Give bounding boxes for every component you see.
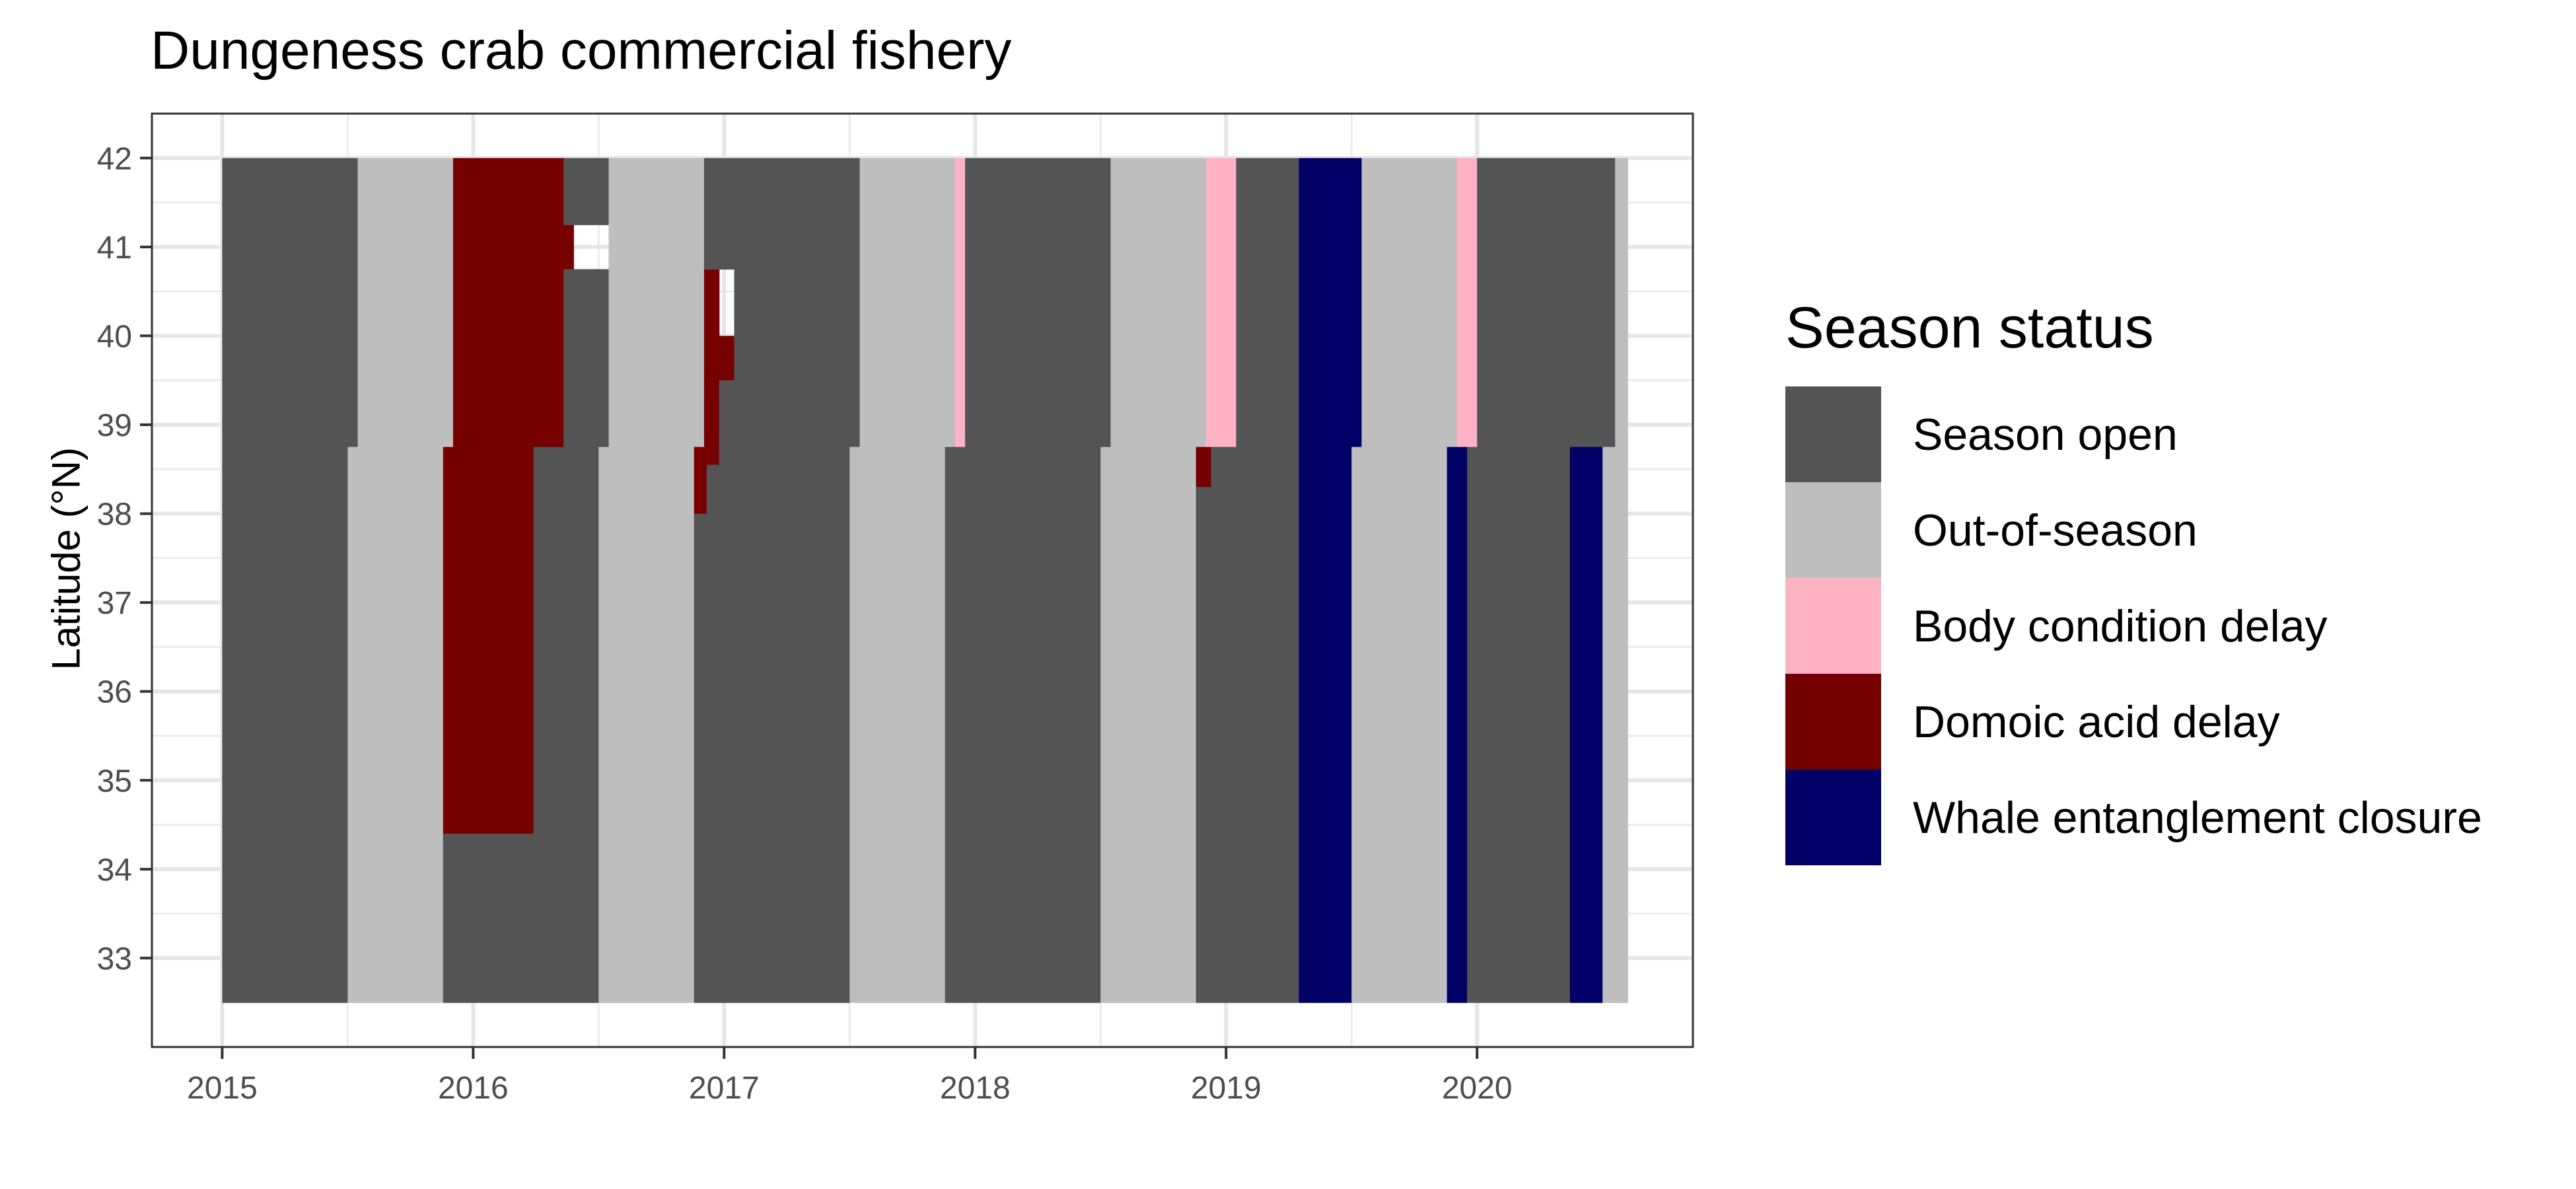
tile-mark <box>608 158 705 448</box>
tile-mark <box>1602 447 1628 1003</box>
y-tick-label: 39 <box>97 408 132 443</box>
tile-mark <box>1361 158 1458 448</box>
tile-mark <box>1196 447 1212 487</box>
y-tick-label: 40 <box>97 319 132 354</box>
y-tick-label: 41 <box>97 231 132 266</box>
tile-mark <box>1477 158 1616 448</box>
x-tick-label: 2017 <box>689 1071 760 1106</box>
tile-mark <box>533 447 599 1003</box>
tile-mark <box>563 158 610 225</box>
tile-mark <box>1205 158 1237 448</box>
tile-mark <box>443 834 534 1003</box>
tile-mark <box>945 447 1101 1003</box>
tile-mark <box>347 447 444 1003</box>
y-tick-label: 37 <box>97 586 132 621</box>
legend-key <box>1785 770 1881 865</box>
tile-mark <box>734 269 861 381</box>
tile-mark <box>719 380 861 448</box>
tile-mark <box>703 158 861 270</box>
y-tick-label: 34 <box>97 853 132 888</box>
legend-item: Out-of-season <box>1785 482 2198 578</box>
y-tick-label: 33 <box>97 941 132 976</box>
x-tick-label: 2015 <box>187 1071 258 1106</box>
tile-mark <box>1211 447 1300 487</box>
tile-mark <box>1351 447 1448 1003</box>
x-tick-label: 2018 <box>940 1071 1011 1106</box>
legend-item: Body condition delay <box>1785 578 2328 674</box>
tile-mark <box>1467 447 1571 1003</box>
tile-mark <box>1236 158 1300 448</box>
tile-mark <box>849 447 946 1003</box>
tile-mark <box>859 158 956 448</box>
legend-key <box>1785 482 1881 578</box>
tile-mark <box>598 447 695 1003</box>
tile-mark <box>452 158 564 448</box>
x-tick-label: 2016 <box>438 1071 509 1106</box>
tile-mark <box>1299 447 1352 1003</box>
axis-layer: 33 34 35 36 37 38 39 40 41 42 2015 2016 2017 2018 2019… <box>97 141 1513 1106</box>
tile-mark <box>694 464 707 515</box>
tile-mark <box>965 158 1112 448</box>
legend-item: Season open <box>1785 386 2178 482</box>
tile-mark <box>1456 158 1478 448</box>
x-tick-label: 2020 <box>1442 1071 1513 1106</box>
legend-key <box>1785 578 1881 674</box>
legend-label: Body condition delay <box>1913 600 2328 651</box>
tile-mark <box>719 447 850 466</box>
tile-mark <box>563 225 574 270</box>
legend-label: Domoic acid delay <box>1913 696 2280 747</box>
tile-mark <box>222 447 348 1003</box>
legend-item: Domoic acid delay <box>1785 674 2280 770</box>
tile-mark <box>694 513 850 1003</box>
panel-border <box>151 112 1694 1048</box>
tile-layer <box>222 158 1628 1003</box>
y-tick-label: 38 <box>97 497 132 532</box>
tile-mark <box>954 158 966 448</box>
y-tick-label: 42 <box>97 141 132 176</box>
y-tick-label: 35 <box>97 764 132 799</box>
tile-mark <box>357 158 454 448</box>
chart-title: Dungeness crab commercial fishery <box>151 20 1012 81</box>
tile-mark <box>719 336 735 381</box>
tile-mark <box>1110 158 1207 448</box>
legend-key <box>1785 386 1881 482</box>
x-tick-label: 2019 <box>1191 1071 1262 1106</box>
legend-label: Out-of-season <box>1913 505 2198 556</box>
legend-item: Whale entanglement closure <box>1785 770 2482 865</box>
tile-mark <box>563 269 610 448</box>
tile-mark <box>1100 447 1197 1003</box>
legend-label: Season open <box>1913 409 2178 460</box>
tile-mark <box>1615 158 1628 448</box>
tile-mark <box>222 158 359 448</box>
legend-label: Whale entanglement closure <box>1913 792 2482 843</box>
tile-mark <box>706 464 850 515</box>
tile-mark <box>1569 447 1603 1003</box>
y-tick-label: 36 <box>97 675 132 710</box>
tile-mark <box>703 269 720 448</box>
tile-mark <box>694 447 720 466</box>
tile-mark <box>1299 158 1363 448</box>
tile-mark <box>443 447 534 834</box>
legend-key <box>1785 674 1881 770</box>
tile-mark <box>1196 487 1300 1003</box>
legend-title: Season status <box>1785 295 2154 360</box>
tile-mark <box>1447 447 1468 1003</box>
